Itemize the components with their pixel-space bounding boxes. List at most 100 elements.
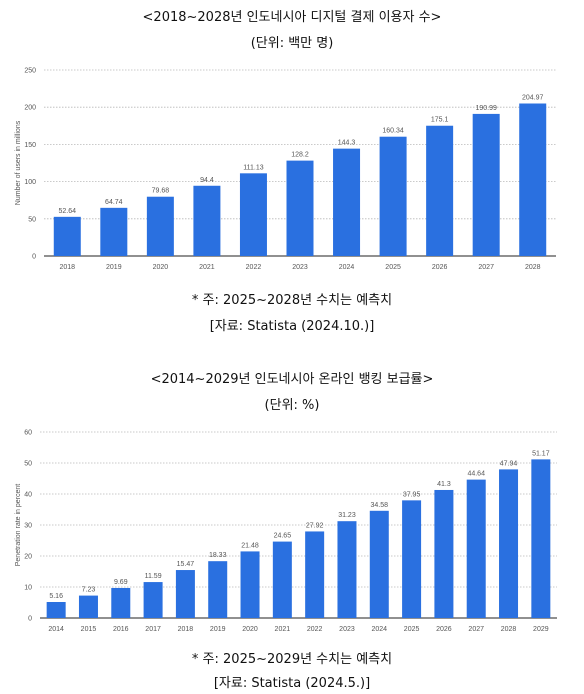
x-tick-label: 2015 [81,626,97,633]
y-tick-label: 40 [24,492,32,499]
y-tick-label: 0 [32,254,36,261]
y-tick-label: 10 [24,585,32,592]
x-tick-label: 2028 [501,626,517,633]
data-label: 190.99 [475,105,497,112]
data-label: 160.34 [382,128,404,135]
chart2-unit: (단위: %) [264,398,320,413]
chart1-source: [자료: Statista (2024.10.)] [209,319,375,334]
chart1-note: * 주: 2025~2028년 수치는 예측치 [191,293,393,308]
data-label: 44.64 [467,471,485,478]
x-tick-label: 2022 [307,626,323,633]
x-tick-label: 2017 [145,626,161,633]
chart2-source: [자료: Statista (2024.5.)] [213,676,371,691]
y-tick-label: 200 [24,105,36,112]
bar [337,521,357,618]
data-label: 9.69 [114,579,128,586]
bar [402,500,422,618]
bar [286,160,314,256]
bar [379,136,407,256]
y-axis-label: Penetration rate in percent [15,484,22,567]
x-tick-label: 2026 [432,264,448,271]
bar [531,459,551,618]
data-label: 51.17 [532,450,550,457]
chart2-title: <2014~2029년 인도네시아 온라인 뱅킹 보급률> [150,372,434,387]
chart2-note: * 주: 2025~2029년 수치는 예측치 [191,652,393,667]
data-label: 24.65 [274,533,292,540]
bar [499,469,519,618]
y-tick-label: 60 [24,430,32,437]
y-tick-label: 50 [28,216,36,223]
data-label: 18.33 [209,552,227,559]
bar [146,196,174,256]
chart2-svg: 0 10 20 30 40 50 60 Penetration rate in percent… [15,430,557,633]
bar [143,582,163,618]
data-label: 144.3 [338,140,356,147]
x-tick-label: 2014 [48,626,64,633]
y-tick-label: 30 [24,523,32,530]
data-label: 94.4 [200,177,214,184]
data-label: 204.97 [522,95,544,102]
bar [272,541,292,618]
x-tick-label: 2029 [533,626,549,633]
x-tick-label: 2024 [371,626,387,633]
x-tick-label: 2020 [153,264,169,271]
x-tick-label: 2024 [339,264,355,271]
x-tick-label: 2019 [106,264,122,271]
bar [193,185,221,256]
y-tick-label: 150 [24,142,36,149]
data-label: 7.23 [82,587,96,594]
bar [305,531,325,618]
data-label: 175.1 [431,117,449,124]
data-label: 31.23 [338,512,356,519]
x-tick-label: 2022 [246,264,262,271]
bar [208,561,228,618]
x-tick-label: 2020 [242,626,258,633]
x-tick-label: 2018 [59,264,75,271]
bar [333,148,361,256]
x-tick-label: 2018 [178,626,194,633]
bar [78,595,98,618]
bar [240,551,260,618]
x-tick-label: 2019 [210,626,226,633]
data-label: 47.94 [500,460,518,467]
x-tick-label: 2028 [525,264,541,271]
data-label: 27.92 [306,522,324,529]
data-label: 21.48 [241,542,259,549]
data-label: 15.47 [177,561,195,568]
data-label: 11.59 [145,573,162,580]
bar [426,125,454,256]
x-tick-label: 2021 [275,626,291,633]
bar [519,103,547,256]
bar [434,489,454,618]
x-tick-label: 2016 [113,626,129,633]
x-tick-label: 2027 [468,626,484,633]
bar [100,207,128,256]
x-tick-label: 2025 [385,264,401,271]
x-tick-label: 2025 [404,626,420,633]
bar [175,570,195,618]
bar [472,113,500,256]
data-label: 5.16 [49,593,63,600]
data-label: 128.2 [291,152,309,159]
y-tick-label: 100 [24,179,36,186]
bar [46,602,66,618]
y-tick-label: 0 [28,616,32,623]
bar [53,216,81,256]
x-tick-label: 2021 [199,264,215,271]
data-label: 111.13 [243,164,263,171]
chart2-bar-chart: 0 10 20 30 40 50 60 Penetration rate in percent… [0,424,584,639]
data-label: 79.68 [152,188,170,195]
bar [369,510,389,618]
data-label: 41.3 [437,481,451,488]
x-tick-label: 2026 [436,626,452,633]
data-label: 52.64 [59,208,77,215]
bar [111,587,131,618]
bar [466,479,486,618]
data-label: 37.95 [403,491,421,498]
y-axis-label: Number of users in millions [15,120,22,205]
x-tick-label: 2027 [478,264,494,271]
y-tick-label: 50 [24,461,32,468]
x-tick-label: 2023 [292,264,308,271]
data-label: 64.74 [105,199,123,206]
chart1-title: <2018~2028년 인도네시아 디지털 결제 이용자 수> [142,10,442,25]
